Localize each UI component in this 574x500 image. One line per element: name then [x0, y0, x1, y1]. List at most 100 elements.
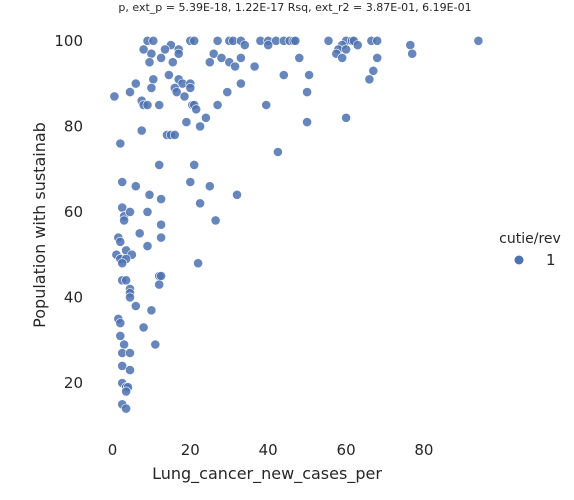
data-point — [117, 258, 128, 269]
data-point — [121, 275, 131, 286]
data-point — [115, 318, 126, 328]
data-point — [230, 61, 240, 72]
data-point — [191, 104, 202, 115]
data-point — [407, 48, 418, 59]
data-point — [249, 61, 260, 72]
x-axis-label: Lung_cancer_new_cases_per — [152, 464, 382, 484]
y-tick-label: 60 — [64, 203, 83, 221]
y-tick-label: 100 — [54, 32, 83, 50]
data-point — [212, 35, 223, 46]
data-point — [142, 241, 153, 251]
x-tick-label: 40 — [259, 441, 278, 459]
y-tick-label: 40 — [64, 288, 83, 306]
data-point — [189, 35, 200, 46]
data-point — [134, 228, 145, 239]
data-point — [121, 403, 131, 414]
data-point — [125, 348, 135, 358]
data-point — [119, 215, 129, 226]
data-point — [185, 83, 196, 93]
data-point — [167, 57, 178, 68]
data-point — [154, 100, 165, 110]
data-point — [160, 44, 170, 55]
data-point — [115, 236, 126, 247]
data-point — [235, 78, 246, 89]
data-point — [290, 35, 301, 46]
data-point — [142, 100, 153, 110]
y-tick-label: 80 — [64, 117, 83, 135]
data-point — [195, 198, 205, 209]
data-point — [239, 40, 250, 50]
data-point — [171, 87, 182, 97]
data-point — [195, 121, 205, 132]
data-point — [304, 70, 314, 80]
data-point — [156, 194, 166, 204]
data-point — [204, 181, 215, 192]
data-point — [117, 360, 128, 371]
data-point — [144, 57, 155, 68]
data-point — [150, 339, 161, 350]
data-point — [146, 305, 157, 316]
data-point — [210, 215, 221, 226]
data-point — [109, 91, 120, 102]
data-point — [154, 279, 165, 290]
data-point — [185, 177, 196, 187]
data-point — [146, 83, 157, 93]
data-point — [163, 70, 174, 80]
data-point — [372, 35, 383, 46]
data-point — [125, 206, 135, 217]
data-point — [156, 232, 166, 243]
data-point — [232, 189, 242, 200]
data-point — [352, 40, 363, 50]
data-point — [138, 44, 149, 55]
data-point — [130, 301, 141, 311]
data-point — [235, 53, 246, 63]
data-point — [405, 40, 416, 50]
data-point — [179, 91, 190, 102]
data-point — [261, 100, 272, 110]
data-point — [125, 87, 135, 97]
data-point — [156, 53, 166, 63]
data-point — [156, 219, 166, 230]
data-point — [212, 100, 223, 110]
data-point — [125, 292, 135, 303]
data-point — [130, 181, 141, 192]
data-point — [130, 78, 141, 89]
data-point — [473, 35, 484, 46]
data-point — [294, 53, 305, 63]
x-tick-label: 80 — [414, 441, 433, 459]
data-point — [156, 271, 166, 281]
data-point — [136, 125, 147, 136]
data-point — [181, 117, 192, 127]
x-tick-label: 0 — [108, 441, 118, 459]
data-point — [302, 87, 312, 97]
data-point — [364, 74, 375, 85]
data-point — [263, 40, 274, 50]
y-axis-label: Population with sustainab — [30, 122, 49, 328]
data-point — [138, 322, 149, 333]
data-point — [119, 339, 129, 350]
y-tick-label: 20 — [64, 374, 83, 392]
data-point — [148, 74, 159, 85]
data-point — [146, 48, 157, 59]
data-point — [200, 112, 211, 123]
data-point — [337, 53, 348, 63]
data-point — [142, 206, 153, 217]
data-point — [368, 65, 379, 76]
data-point — [222, 87, 233, 97]
data-point — [302, 117, 312, 127]
data-point — [115, 138, 126, 149]
data-point — [121, 386, 131, 397]
data-point — [208, 48, 219, 59]
data-point — [323, 35, 334, 46]
data-point — [272, 147, 283, 157]
data-point — [154, 159, 165, 170]
y-tick-labels: 20 40 60 80 100 — [54, 32, 83, 392]
legend: cutie/rev 1 — [499, 231, 561, 269]
chart-title: p, ext_p = 5.39E-18, 1.22E-17 Rsq, ext_r… — [118, 1, 471, 14]
data-point — [372, 53, 383, 63]
data-point — [216, 53, 227, 63]
data-point — [189, 159, 200, 170]
data-point — [173, 48, 184, 59]
data-point — [125, 365, 135, 375]
